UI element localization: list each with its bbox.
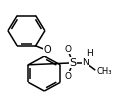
Text: H: H [86,49,92,58]
Text: O: O [64,45,71,54]
Text: S: S [69,58,76,68]
Text: N: N [82,58,89,67]
Text: O: O [43,45,51,55]
Text: CH₃: CH₃ [97,67,112,76]
Text: O: O [64,72,71,81]
